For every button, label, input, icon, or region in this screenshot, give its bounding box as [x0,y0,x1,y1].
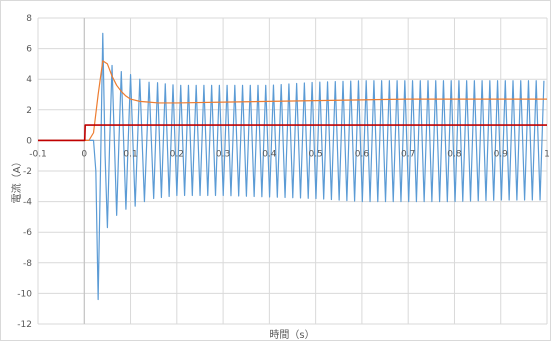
x-axis-title: 時間（s） [269,329,314,341]
series-line-3 [38,124,547,142]
x-tick-label: -0.1 [29,149,47,159]
x-tick-label: 0.7 [401,149,415,159]
x-tick-label: 0.1 [123,149,137,159]
gridlines [37,17,548,325]
y-tick-label: 8 [26,14,32,24]
y-tick-label: 2 [26,106,32,116]
y-tick-label: -6 [23,228,32,238]
y-tick-label: -4 [23,198,32,208]
series-layer [38,32,547,301]
x-tick-label: 0 [81,149,87,159]
y-tick-label: 0 [26,136,32,146]
y-axis-title: 電流（A） [10,157,23,204]
x-tick-label: 0.5 [308,149,322,159]
tick-labels: -0.1 0 0.1 0.2 0.3 0.4 0.5 0.6 0.7 0.8 0.9 1 -12 -10 -… [17,14,550,330]
x-tick-label: 0.3 [216,149,230,159]
y-tick-label: 4 [26,75,32,85]
x-tick-label: 0.2 [170,149,184,159]
series-line-1 [38,32,545,301]
x-tick-label: 0.6 [355,149,370,159]
y-tick-label: -10 [17,289,32,299]
x-tick-label: 0.8 [447,149,462,159]
x-tick-label: 1 [544,149,550,159]
y-tick-label: -12 [17,320,32,330]
y-tick-label: -8 [23,259,32,269]
series-line-2 [38,60,547,141]
y-tick-label: -2 [23,167,32,177]
y-tick-label: 6 [26,45,32,55]
x-tick-label: 0.9 [494,149,509,159]
x-tick-label: 0.4 [262,149,277,159]
